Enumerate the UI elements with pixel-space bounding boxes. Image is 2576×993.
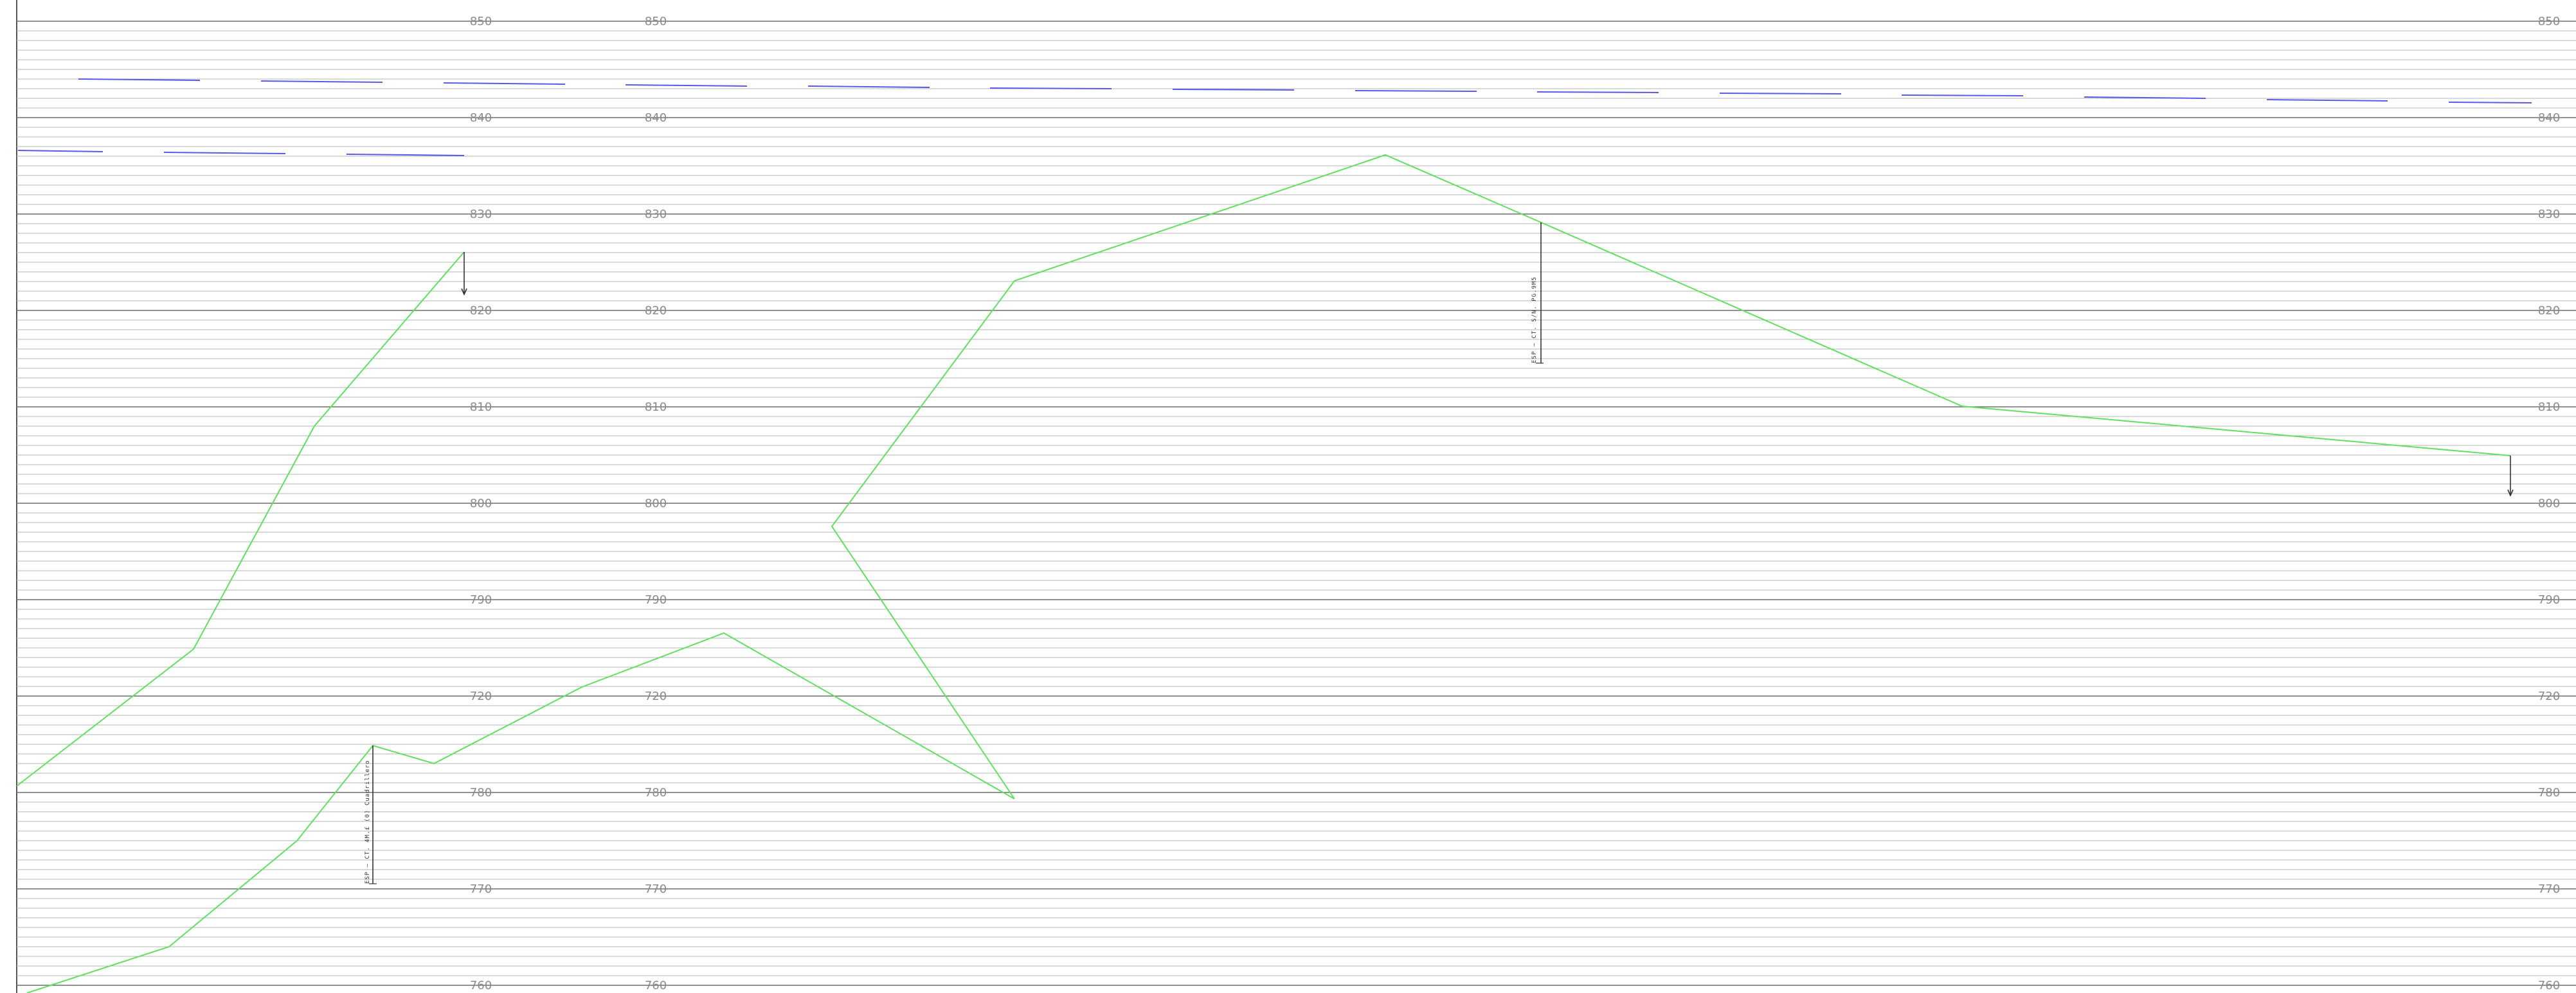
vertical-markers: [369, 222, 2514, 884]
elevation-label: 780: [645, 786, 667, 800]
elevation-label: 820: [2538, 304, 2560, 318]
elevation-label: 830: [470, 208, 492, 221]
blue-reference-marks: [17, 78, 2532, 156]
elevation-label: 840: [470, 111, 492, 125]
elevation-label: 840: [645, 111, 667, 125]
elevation-label: 760: [470, 979, 492, 992]
elevation-label: 800: [645, 497, 667, 510]
elevation-labels: 850 850 850 840 840 840 830 830 830 820 820 820 810 8…: [470, 15, 2560, 992]
blue-reference-mark: [807, 85, 930, 88]
elevation-label: 790: [470, 593, 492, 607]
elevation-label: 810: [470, 400, 492, 414]
blue-reference-mark: [989, 87, 1112, 89]
elevation-label: 770: [2538, 882, 2560, 896]
blue-reference-mark: [346, 154, 465, 156]
blue-reference-mark: [17, 150, 104, 152]
elevation-grid: [17, 21, 2576, 986]
elevation-label: 850: [2538, 15, 2560, 28]
elevation-label: 800: [2538, 497, 2560, 510]
elevation-label: 780: [470, 786, 492, 800]
elevation-label: 720: [2538, 690, 2560, 703]
blue-reference-mark: [1536, 91, 1659, 93]
elevation-label: 790: [645, 593, 667, 607]
elevation-label: 760: [645, 979, 667, 992]
blue-reference-mark: [260, 80, 383, 83]
profile-line-3: [831, 154, 2511, 800]
elevation-label: 720: [470, 690, 492, 703]
elevation-label: 770: [470, 882, 492, 896]
elevation-label: 810: [645, 400, 667, 414]
elevation-label: 830: [645, 208, 667, 221]
elevation-label: 830: [2538, 208, 2560, 221]
elevation-label: 810: [2538, 400, 2560, 414]
ground-profiles: [16, 154, 2511, 993]
blue-reference-mark: [2084, 96, 2206, 99]
elevation-label: 780: [2538, 786, 2560, 800]
blue-reference-mark: [443, 82, 566, 85]
blue-reference-mark: [1719, 93, 1842, 94]
blue-reference-mark: [1172, 89, 1295, 91]
arrow-down-icon: [461, 288, 467, 296]
elevation-label: 850: [645, 15, 667, 28]
profile-line-2: [26, 632, 1015, 993]
elevation-label: 840: [2538, 111, 2560, 125]
elevation-label: 850: [470, 15, 492, 28]
blue-reference-mark: [163, 152, 286, 154]
elevation-label: 720: [645, 690, 667, 703]
elevation-label: 770: [645, 882, 667, 896]
elevation-label: 760: [2538, 979, 2560, 992]
profile-line-1: [16, 251, 465, 787]
elevation-label: 820: [470, 304, 492, 318]
elevation-label: 800: [470, 497, 492, 510]
blue-reference-mark: [1901, 94, 2024, 96]
blue-reference-mark: [78, 78, 201, 81]
blue-reference-mark: [2266, 99, 2388, 102]
blue-reference-mark: [625, 84, 748, 87]
elevation-label: 790: [2538, 593, 2560, 607]
elevation-label: 820: [645, 304, 667, 318]
arrow-down-icon: [2507, 489, 2514, 497]
blue-reference-mark: [2448, 102, 2532, 103]
